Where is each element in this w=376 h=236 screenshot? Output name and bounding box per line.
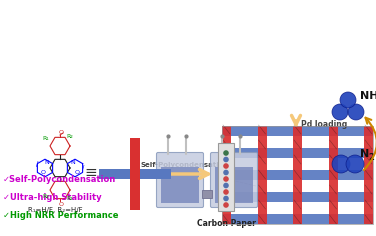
Text: O: O — [41, 170, 45, 176]
Circle shape — [223, 202, 229, 208]
FancyBboxPatch shape — [130, 138, 140, 210]
FancyBboxPatch shape — [258, 126, 267, 224]
FancyBboxPatch shape — [222, 126, 231, 224]
FancyBboxPatch shape — [161, 167, 199, 203]
Circle shape — [223, 189, 229, 195]
Circle shape — [340, 92, 356, 108]
FancyBboxPatch shape — [99, 169, 171, 179]
Circle shape — [332, 155, 350, 173]
Text: /: / — [82, 165, 84, 171]
Circle shape — [223, 183, 229, 188]
Text: O: O — [74, 170, 79, 176]
Circle shape — [223, 196, 229, 201]
FancyBboxPatch shape — [222, 214, 373, 224]
Text: O: O — [59, 202, 64, 206]
FancyBboxPatch shape — [222, 148, 373, 158]
FancyBboxPatch shape — [215, 167, 253, 203]
Circle shape — [223, 170, 229, 175]
Text: R₁=H/F, R₂=H/F: R₁=H/F, R₂=H/F — [28, 207, 82, 213]
FancyBboxPatch shape — [222, 170, 373, 180]
Text: ≡: ≡ — [85, 165, 97, 181]
Text: Carbon Paper: Carbon Paper — [197, 219, 255, 228]
Circle shape — [223, 176, 229, 182]
FancyBboxPatch shape — [364, 126, 373, 224]
Text: NH: NH — [360, 91, 376, 101]
Circle shape — [223, 150, 229, 156]
Text: 2: 2 — [368, 153, 374, 162]
Text: ✓Self-Polycondensation: ✓Self-Polycondensation — [3, 174, 116, 184]
Text: R₁: R₁ — [67, 197, 73, 202]
Text: O: O — [59, 130, 64, 135]
Text: Self-Polycondensation: Self-Polycondensation — [141, 162, 229, 168]
Text: N: N — [360, 149, 369, 159]
Text: N: N — [45, 160, 49, 165]
Text: /: / — [36, 161, 38, 167]
Circle shape — [348, 104, 364, 120]
FancyBboxPatch shape — [211, 152, 258, 207]
Text: R₂: R₂ — [67, 135, 73, 139]
Text: Pd loading: Pd loading — [301, 120, 347, 129]
Text: ✓Ultra-high Stability: ✓Ultra-high Stability — [3, 193, 102, 202]
Text: ✓High NRR Performance: ✓High NRR Performance — [3, 211, 118, 219]
FancyBboxPatch shape — [156, 152, 203, 207]
FancyBboxPatch shape — [218, 143, 234, 211]
FancyBboxPatch shape — [329, 126, 338, 224]
Text: R₁: R₁ — [42, 136, 49, 142]
FancyBboxPatch shape — [222, 126, 373, 136]
FancyBboxPatch shape — [202, 190, 212, 198]
Text: R₂: R₂ — [42, 194, 49, 199]
FancyBboxPatch shape — [293, 126, 302, 224]
Text: N: N — [71, 160, 75, 165]
Circle shape — [223, 157, 229, 162]
Circle shape — [223, 163, 229, 169]
Circle shape — [346, 155, 364, 173]
FancyBboxPatch shape — [222, 192, 373, 202]
Circle shape — [332, 104, 348, 120]
